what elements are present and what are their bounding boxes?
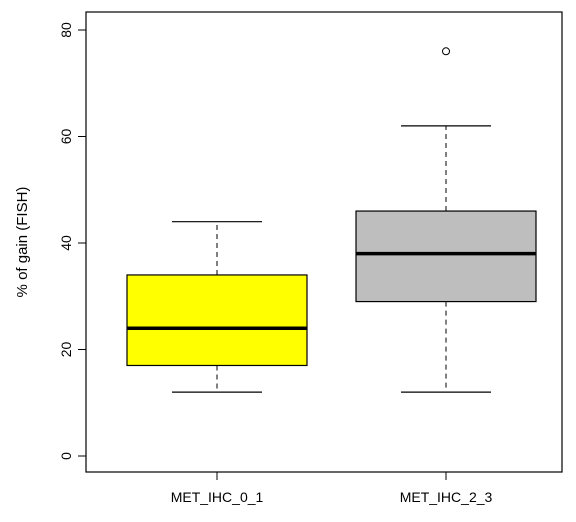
box-MET_IHC_2_3 xyxy=(355,47,537,393)
y-axis: 0 20 40 60 80 xyxy=(58,22,86,460)
box-iqr xyxy=(126,274,308,367)
y-tick-label: 0 xyxy=(58,452,74,460)
outlier-point xyxy=(442,47,450,56)
box-MET_IHC_0_1 xyxy=(126,221,308,393)
y-tick-label: 20 xyxy=(58,342,74,358)
y-tick-label: 80 xyxy=(58,22,74,38)
x-tick-label: MET_IHC_2_3 xyxy=(400,489,493,505)
x-tick-label: MET_IHC_0_1 xyxy=(171,489,264,505)
x-axis: MET_IHC_0_1 MET_IHC_2_3 xyxy=(171,472,493,505)
y-axis-label: % of gain (FISH) xyxy=(14,187,31,298)
boxes xyxy=(126,47,537,393)
y-tick-label: 60 xyxy=(58,129,74,145)
box-iqr xyxy=(355,210,537,303)
plot-frame xyxy=(85,11,563,473)
y-tick-label: 40 xyxy=(58,235,74,251)
